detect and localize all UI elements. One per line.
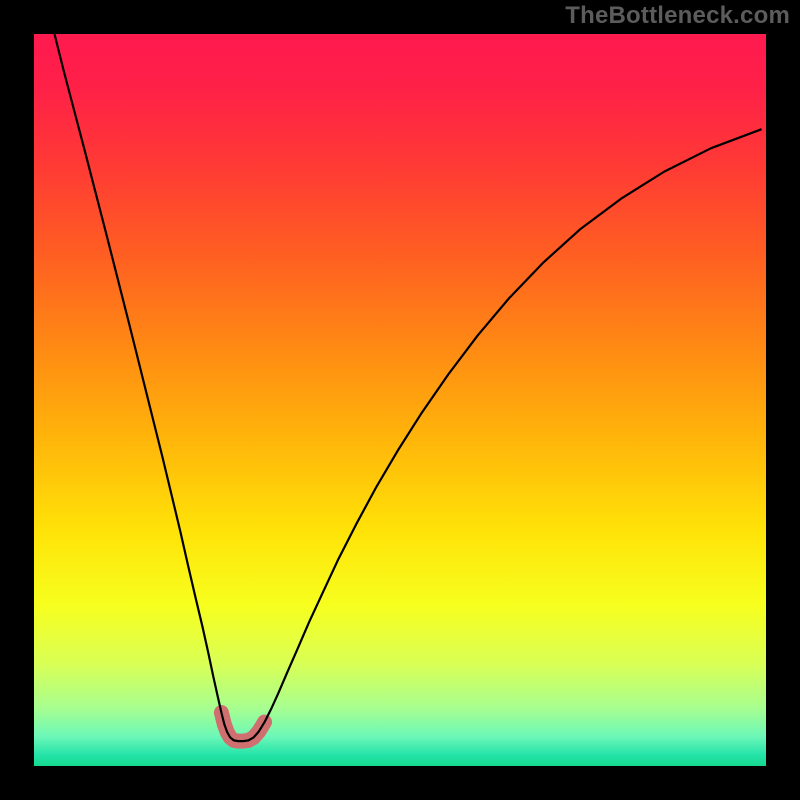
plot-background [34,34,766,766]
chart-root: TheBottleneck.com [0,0,800,800]
bottleneck-plot [34,34,766,766]
watermark-text: TheBottleneck.com [565,2,790,30]
